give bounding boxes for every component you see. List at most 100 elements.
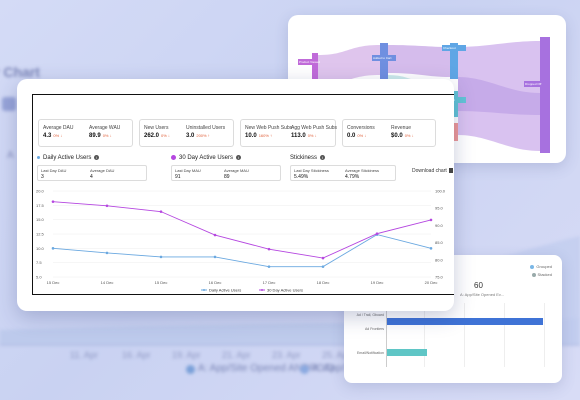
x-tick-label: 19 Dec [371,280,384,285]
background-x-tick: 11. Apr [70,350,98,360]
y-left-tick-label: 17.5 [36,203,45,208]
sankey-label: Added to Cart [373,56,392,60]
background-button [2,97,16,111]
y-left-tick-label: 7.5 [36,260,42,265]
sub-stat: Last Day DAU 3 [41,168,67,180]
y-left-tick-label: 5.0 [36,275,42,280]
download-icon [448,168,453,174]
background-x-tick: 23. Apr [272,350,301,360]
line-chart: 20.0 17.5 15.0 12.5 10.0 7.5 5.0 100.0 95.0 90.0 8… [36,189,446,293]
x-tick-label: 16 Dec [209,280,222,285]
data-point[interactable] [105,251,109,255]
x-tick-label: 17 Dec [263,280,276,285]
legend-dot-icon [531,272,536,277]
sankey-node[interactable] [450,123,458,141]
background-legend-item: A: App/Site Opened ANDROID [198,363,335,374]
bar[interactable] [387,349,427,356]
x-tick-label: 18 Dec [317,280,330,285]
legend-dot-icon [203,289,205,291]
legend-dot-icon [261,289,263,291]
data-point[interactable] [51,200,55,203]
section-30-day-active-users: 30 Day Active Users i [171,155,242,161]
data-point[interactable] [321,256,325,260]
y-left-tick-label: 15.0 [36,217,45,222]
legend-item[interactable]: Daily Active Users [209,288,241,293]
bar-category-label: Email/Notification [356,351,384,355]
background-x-tick: 21. Apr [222,350,251,360]
data-point[interactable] [267,247,271,251]
data-point[interactable] [267,265,271,268]
sankey-label: Product Viewed [299,60,320,64]
bar-card-subtitle: A: App/Site Opened Ev... [460,292,504,297]
background-x-tick: 16. Apr [122,350,151,360]
bar-axis [386,303,387,367]
x-tick-label: 14 Dec [101,280,114,285]
info-icon[interactable]: i [320,155,326,160]
series-dot-icon [171,155,176,160]
bar-legend-item[interactable]: Grouped [530,264,552,269]
sub-stat: Last Day Stickiness 5.49% [294,168,329,180]
data-point[interactable] [213,255,217,259]
data-point[interactable] [159,210,163,213]
bar-category-label: Ad / Trail, Gboard [356,313,384,317]
sankey-label: Dropped Off [525,82,541,86]
sankey-node[interactable] [540,37,550,153]
series-line-mau [52,201,432,259]
sub-stat: Last Day MAU 91 [175,168,201,180]
download-chart-button[interactable]: Download chart [412,168,453,174]
stat-conversions: Conversions 0.0 0% ↓ [347,125,375,139]
stat-agg-web-push-subs: Agg Web Push Subs 113.0 0% ↓ [291,125,338,139]
y-left-tick-label: 20.0 [36,189,45,194]
data-point[interactable] [105,204,109,208]
stat-average-dau: Average DAU 4.3 0% ↓ [43,125,74,139]
y-right-tick-label: 75.0 [435,275,444,280]
data-point[interactable] [375,232,379,235]
gridline [504,303,505,367]
stat-new-users: New Users 262.0 0% ↓ [144,125,170,139]
legend-dot-icon [300,365,309,374]
data-point[interactable] [213,233,217,237]
data-point[interactable] [429,218,433,222]
stat-box-revenue: Conversions 0.0 0% ↓ Revenue $0.0 0% ↓ [342,119,436,147]
stat-new-web-push-subs: New Web Push Subs 10.0 160% ↑ [245,125,293,139]
mau-summary-box: Last Day MAU 91 Average MAU 89 [171,165,281,181]
sub-stat: Average DAU 4 [90,168,115,180]
stat-average-wau: Average WAU 89.9 0% ↓ [89,125,121,139]
data-point[interactable] [321,265,325,268]
x-tick-label: 20 Dec [425,280,438,285]
legend-item[interactable]: 30 Day Active Users [267,288,303,293]
stat-revenue: Revenue $0.0 0% ↓ [391,125,414,139]
x-tick-label: 15 Dec [47,280,60,285]
data-point[interactable] [159,255,163,259]
gridline [544,303,545,367]
sankey-node[interactable] [312,53,318,103]
info-icon[interactable]: i [94,155,100,160]
y-right-tick-label: 80.0 [435,257,444,262]
bar[interactable] [387,318,543,325]
stat-box-activity: Average DAU 4.3 0% ↓ Average WAU 89.9 0% ↓ [38,119,133,147]
series-dot-icon [37,156,40,159]
stat-box-web-push: New Web Push Subs 10.0 160% ↑ Agg Web Pus… [240,119,338,147]
sankey-node[interactable] [450,91,458,117]
info-icon[interactable]: i [236,155,242,160]
dashboard-frame: Average DAU 4.3 0% ↓ Average WAU 89.9 0% ↓… [32,94,454,295]
sub-stat: Average Stickiness 4.79% [345,168,379,180]
legend-dot-icon [186,365,195,374]
data-point[interactable] [51,247,55,250]
bar-legend-item[interactable]: Stacked [531,272,552,277]
y-left-tick-label: 10.0 [36,246,45,251]
y-right-tick-label: 100.0 [435,189,446,194]
sankey-node[interactable] [450,43,458,79]
dau-summary-box: Last Day DAU 3 Average DAU 4 [37,165,147,181]
background-y-label: A [7,150,14,161]
background-x-tick: 25. Apr [322,350,351,360]
stat-box-users: New Users 262.0 0% ↓ Uninstalled Users 3.… [139,119,234,147]
y-right-tick-label: 95.0 [435,206,444,211]
background-legend-item: A: App/Site [312,363,362,374]
data-point[interactable] [429,247,433,250]
section-daily-active-users: Daily Active Users i [37,155,100,161]
y-left-tick-label: 12.5 [36,232,45,237]
background-title: r Chart [0,64,40,80]
y-right-tick-label: 90.0 [435,223,444,228]
y-right-tick-label: 85.0 [435,240,444,245]
